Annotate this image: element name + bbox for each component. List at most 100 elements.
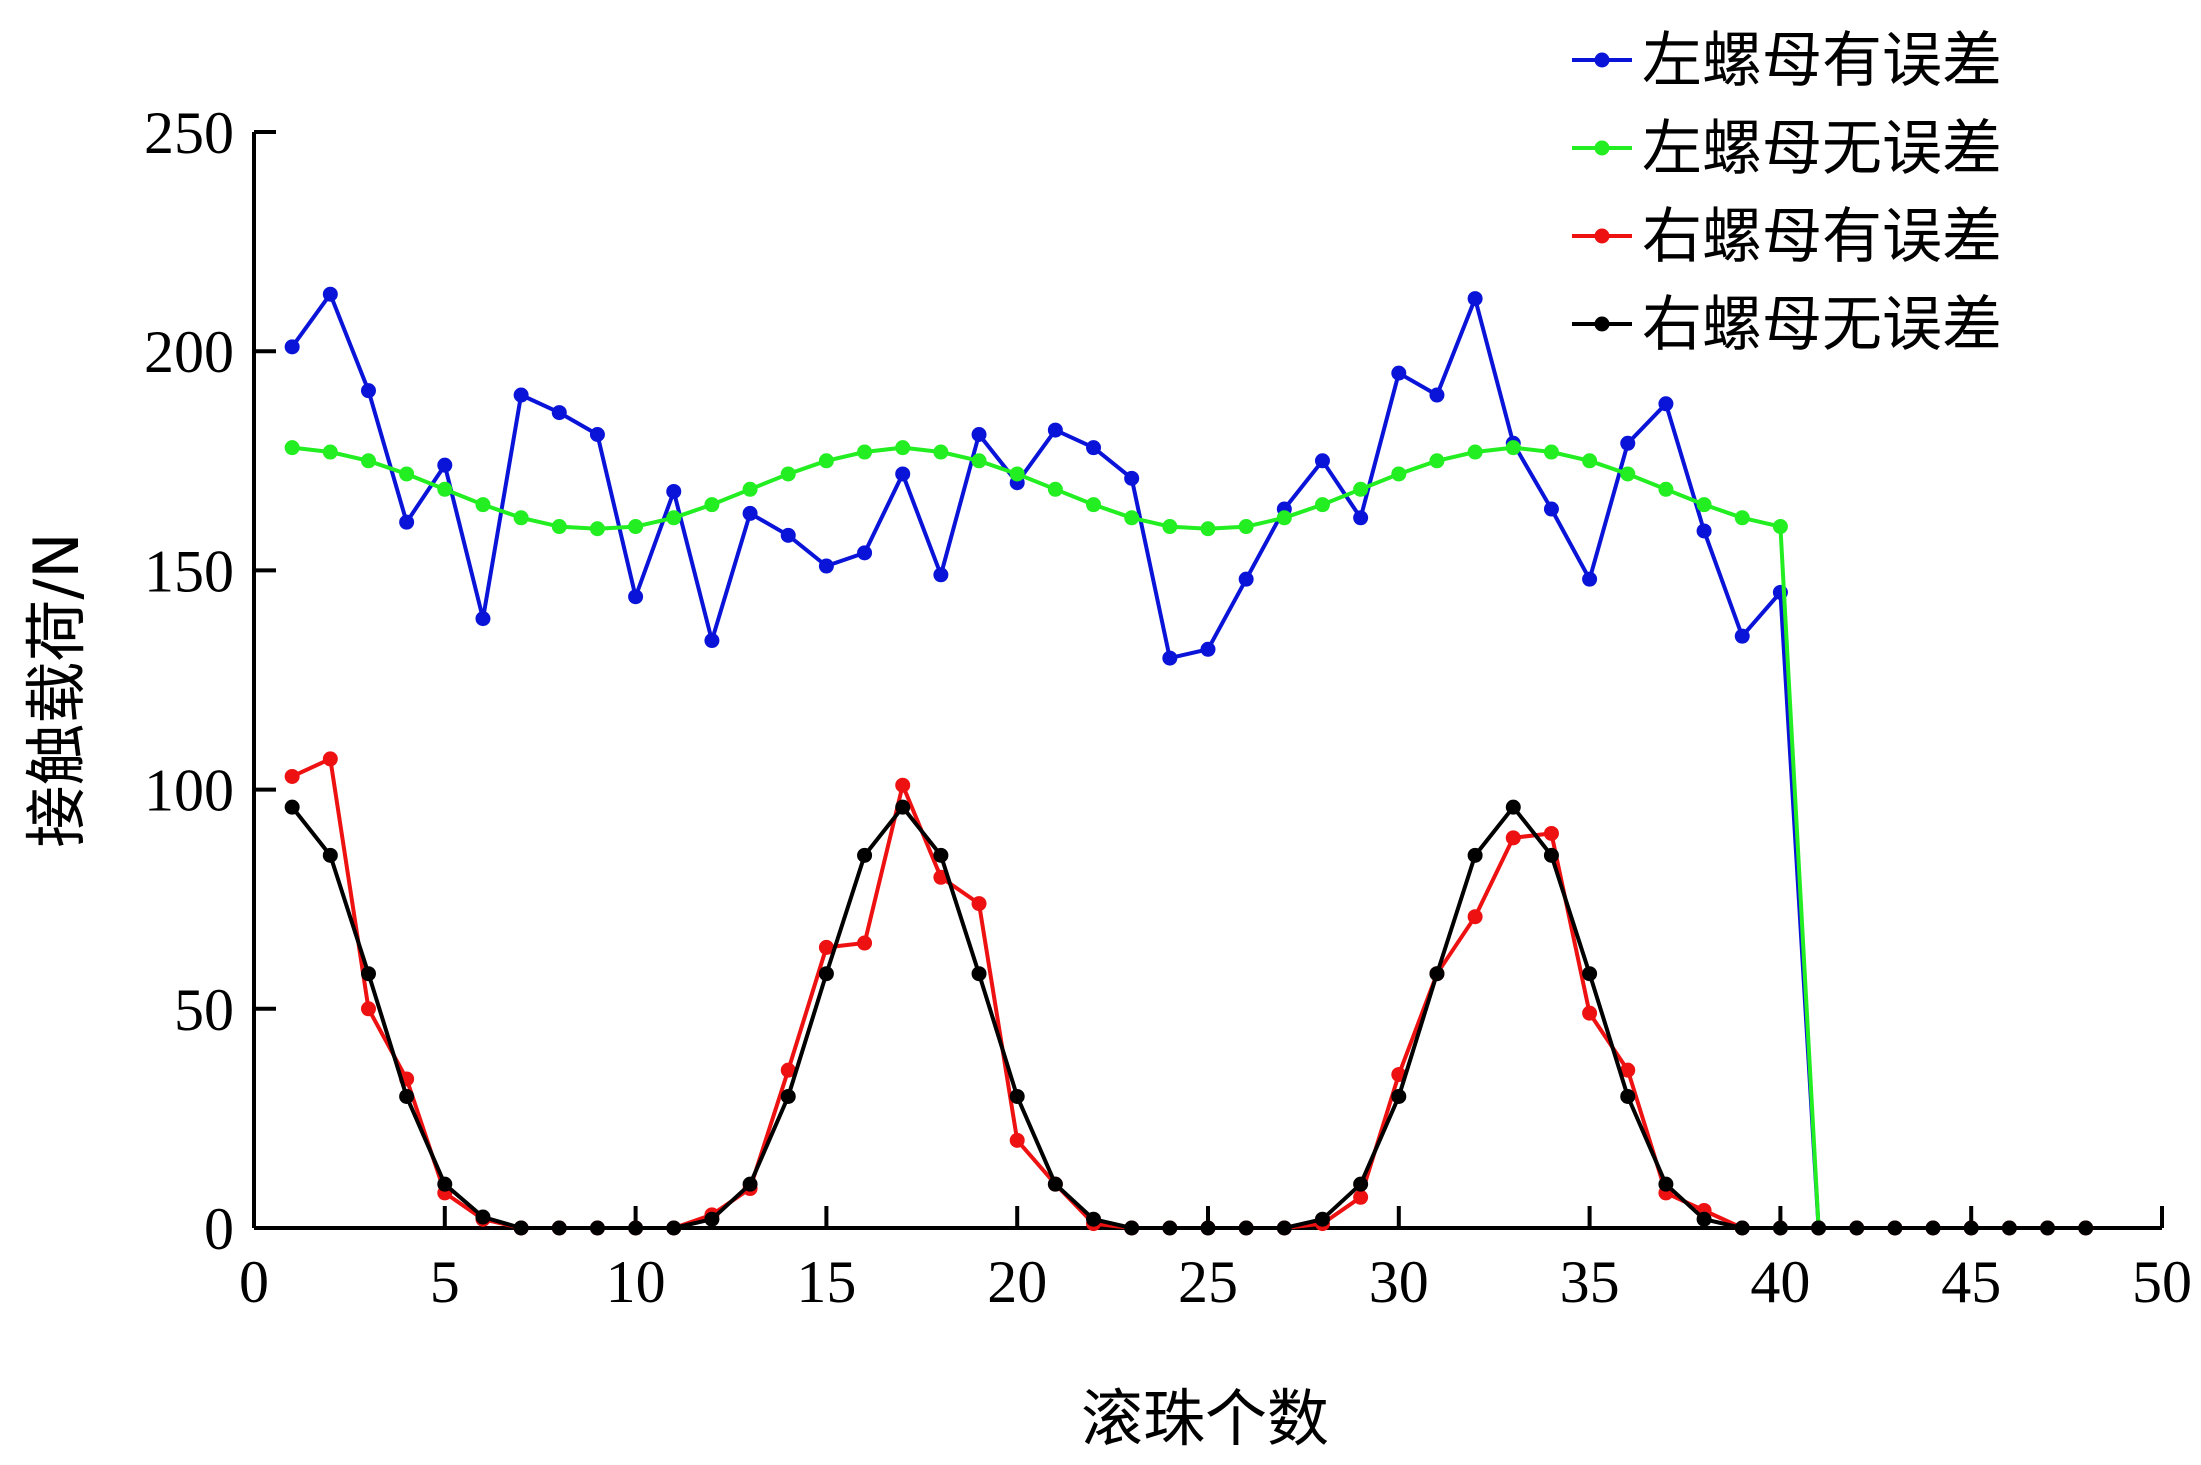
- data-point: [1734, 510, 1750, 526]
- y-tick-label: 200: [144, 319, 234, 385]
- data-point: [1238, 571, 1254, 587]
- data-point: [704, 497, 720, 513]
- y-axis-title: 接触载荷/N: [20, 532, 93, 847]
- x-tick-label: 45: [1941, 1249, 2001, 1315]
- data-point: [2001, 1220, 2017, 1236]
- data-point: [437, 481, 453, 497]
- data-point: [1238, 519, 1254, 535]
- data-point: [1047, 1176, 1063, 1192]
- data-point: [1009, 1132, 1025, 1148]
- data-point: [399, 1088, 415, 1104]
- data-point: [971, 966, 987, 982]
- data-point: [933, 444, 949, 460]
- data-point: [1162, 650, 1178, 666]
- data-point: [360, 383, 376, 399]
- data-point: [780, 1088, 796, 1104]
- data-point: [1200, 521, 1216, 537]
- data-point: [1162, 519, 1178, 535]
- data-point: [360, 453, 376, 469]
- data-point: [895, 440, 911, 456]
- data-point: [780, 466, 796, 482]
- data-point: [1467, 444, 1483, 460]
- data-point: [1811, 1220, 1827, 1236]
- data-point: [1963, 1220, 1979, 1236]
- x-tick-label: 50: [2132, 1249, 2192, 1315]
- data-point: [1849, 1220, 1865, 1236]
- data-point: [933, 847, 949, 863]
- legend-swatch-marker: [1594, 140, 1610, 156]
- data-point: [551, 405, 567, 421]
- data-point: [1238, 1220, 1254, 1236]
- data-point: [1582, 453, 1598, 469]
- legend-swatch-marker: [1594, 52, 1610, 68]
- data-point: [895, 799, 911, 815]
- data-point: [971, 426, 987, 442]
- data-point: [1658, 481, 1674, 497]
- data-point: [589, 1220, 605, 1236]
- data-point: [589, 426, 605, 442]
- data-point: [1505, 440, 1521, 456]
- y-tick-label: 0: [204, 1196, 234, 1262]
- legend-item-3: 右螺母有误差: [1572, 202, 2002, 272]
- x-tick-label: 20: [987, 1249, 1047, 1315]
- data-point: [322, 286, 338, 302]
- data-point: [1696, 523, 1712, 539]
- data-point: [1124, 510, 1140, 526]
- data-point: [1314, 453, 1330, 469]
- data-point: [704, 633, 720, 649]
- data-point: [742, 481, 758, 497]
- legend-item-2: 左螺母无误差: [1572, 114, 2002, 184]
- data-point: [1276, 1220, 1292, 1236]
- data-point: [818, 453, 834, 469]
- axes: 0 5 10 15 20 25 30 35 40 45 50 0 50 100 150 200 250: [144, 100, 2192, 1315]
- data-point: [1505, 799, 1521, 815]
- data-point: [742, 505, 758, 521]
- data-point: [1734, 628, 1750, 644]
- series-2: [284, 440, 1827, 1236]
- x-axis-title: 滚珠个数: [1081, 1382, 1329, 1455]
- data-point: [857, 935, 873, 951]
- data-point: [551, 519, 567, 535]
- data-point: [322, 847, 338, 863]
- data-point: [1086, 440, 1102, 456]
- data-point: [666, 483, 682, 499]
- legend-label: 左螺母有误差: [1642, 26, 2002, 96]
- data-point: [1124, 1220, 1140, 1236]
- data-point: [360, 1001, 376, 1017]
- data-point: [933, 567, 949, 583]
- data-point: [1429, 966, 1445, 982]
- x-tick-label: 40: [1750, 1249, 1810, 1315]
- data-point: [513, 510, 529, 526]
- data-point: [1047, 422, 1063, 438]
- data-point: [857, 444, 873, 460]
- data-point: [1772, 1220, 1788, 1236]
- data-point: [1162, 1220, 1178, 1236]
- y-tick-label: 100: [144, 758, 234, 824]
- data-point: [1734, 1220, 1750, 1236]
- data-point: [360, 966, 376, 982]
- data-point: [399, 466, 415, 482]
- data-point: [742, 1176, 758, 1192]
- data-point: [1620, 466, 1636, 482]
- data-point: [2078, 1220, 2094, 1236]
- data-point: [1467, 291, 1483, 307]
- data-point: [895, 777, 911, 793]
- data-point: [1276, 510, 1292, 526]
- data-point: [780, 527, 796, 543]
- data-point: [818, 939, 834, 955]
- data-point: [1887, 1220, 1903, 1236]
- legend-item-1: 左螺母有误差: [1572, 26, 2002, 96]
- series-3: [284, 751, 2094, 1236]
- data-point: [895, 466, 911, 482]
- data-point: [1391, 1088, 1407, 1104]
- y-tick-label: 250: [144, 100, 234, 166]
- data-point: [513, 387, 529, 403]
- data-point: [475, 497, 491, 513]
- data-point: [475, 611, 491, 627]
- legend-label: 右螺母无误差: [1642, 290, 2002, 360]
- data-point: [437, 1176, 453, 1192]
- data-point: [1009, 1088, 1025, 1104]
- data-point: [857, 847, 873, 863]
- data-point: [1200, 1220, 1216, 1236]
